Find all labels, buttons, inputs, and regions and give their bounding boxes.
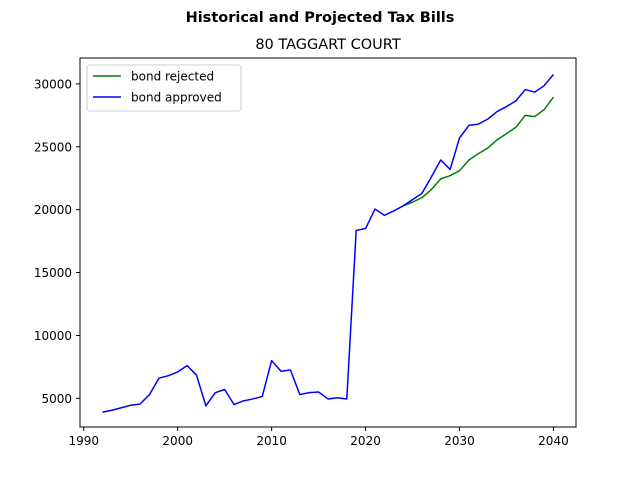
y-tick-label: 30000: [34, 77, 72, 91]
legend-label-bond-approved: bond approved: [131, 91, 222, 105]
chart-title: 80 TAGGART COURT: [255, 37, 401, 53]
x-tick-label: 2040: [538, 434, 569, 448]
legend-frame: [86, 64, 242, 112]
y-tick-label: 25000: [34, 140, 72, 154]
chart-suptitle: Historical and Projected Tax Bills: [186, 10, 455, 26]
y-tick-label: 10000: [34, 329, 72, 343]
y-tick-label: 15000: [34, 266, 72, 280]
x-tick-label: 2000: [162, 434, 193, 448]
series-line-bond-rejected: [402, 96, 555, 207]
y-tick-label: 20000: [34, 203, 72, 217]
legend: bond rejected bond approved: [86, 64, 242, 112]
axis-ticks: 1990 2000 2010 2020 2030 2040 5000 10000 15000 20…: [34, 77, 569, 448]
x-tick-label: 2020: [350, 434, 381, 448]
series-line-bond-approved: [102, 74, 555, 413]
x-tick-label: 2030: [444, 434, 475, 448]
legend-label-bond-rejected: bond rejected: [131, 70, 214, 84]
series-lines: [102, 74, 555, 413]
x-tick-label: 2010: [256, 434, 287, 448]
y-tick-label: 5000: [41, 392, 72, 406]
plot-frame: [79, 57, 577, 428]
x-tick-label: 1990: [68, 434, 99, 448]
